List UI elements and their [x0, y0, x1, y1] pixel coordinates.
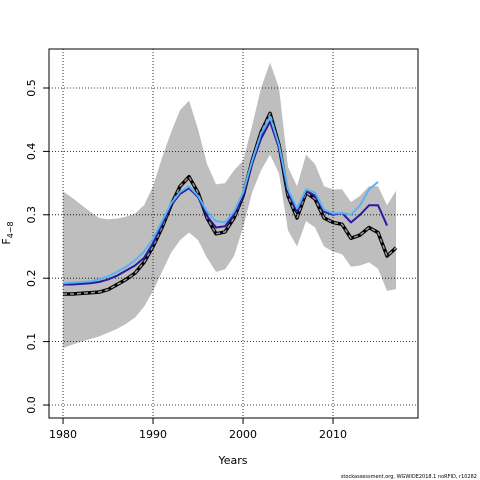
y-axis-label: F4−8	[0, 221, 15, 244]
y-tick-label: 0.1	[25, 333, 38, 351]
x-tick-label: 2000	[229, 428, 257, 441]
y-tick-label: 0.5	[25, 79, 38, 97]
series-line-dash	[63, 112, 397, 295]
series-line	[63, 120, 388, 286]
x-tick-label: 1980	[49, 428, 77, 441]
y-axis-label-sub: 4−8	[6, 221, 15, 238]
plot-frame	[48, 48, 419, 419]
confidence-band	[63, 62, 397, 348]
y-tick-label: 0.2	[25, 269, 38, 287]
x-tick-label: 2010	[319, 428, 347, 441]
y-axis-label-main: F	[0, 238, 13, 244]
x-axis-label: Years	[217, 454, 247, 467]
x-tick-label: 1990	[139, 428, 167, 441]
footer: stockassessment.org, WGWIDE2018.1 noRFID…	[341, 474, 477, 480]
series-line	[62, 115, 379, 285]
y-tick-label: 0.3	[25, 206, 38, 224]
y-tick-label: 0.4	[25, 143, 38, 161]
y-tick-label: 0.0	[25, 396, 38, 414]
